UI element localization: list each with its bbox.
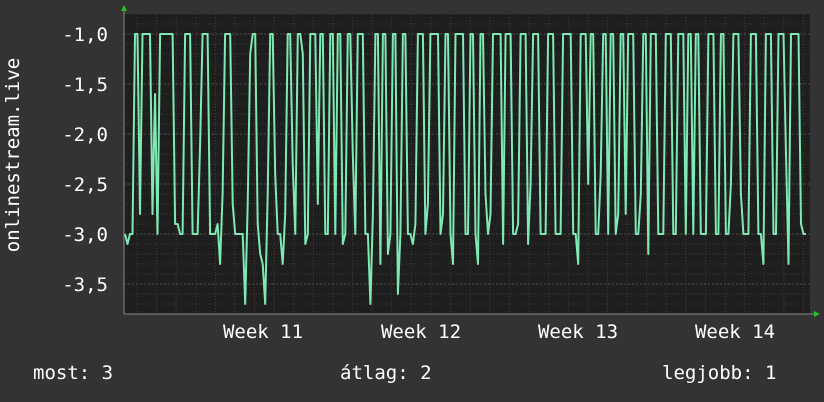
y-tick-label: -3,0 [62,224,108,246]
y-tick-label: -1,0 [62,24,108,46]
y-axis-arrow [121,5,127,11]
series-line [124,33,806,305]
y-tick-label: -3,5 [62,274,108,296]
x-tick-label: Week 11 [223,321,303,343]
x-tick-label: Week 14 [695,321,775,343]
footer-best: legjobb: 1 [662,362,777,384]
y-tick-label: -2,5 [62,174,108,196]
y-axis-label-box: onlinestream.live [2,58,24,252]
footer-current: most: 3 [33,362,114,384]
y-axis-label: onlinestream.live [2,58,24,252]
y-tick-label: -1,5 [62,74,108,96]
x-axis-arrow [814,311,820,317]
x-tick-label: Week 13 [538,321,618,343]
footer-average: átlag: 2 [340,362,432,384]
y-tick-label: -2,0 [62,124,108,146]
x-tick-label: Week 12 [381,321,461,343]
